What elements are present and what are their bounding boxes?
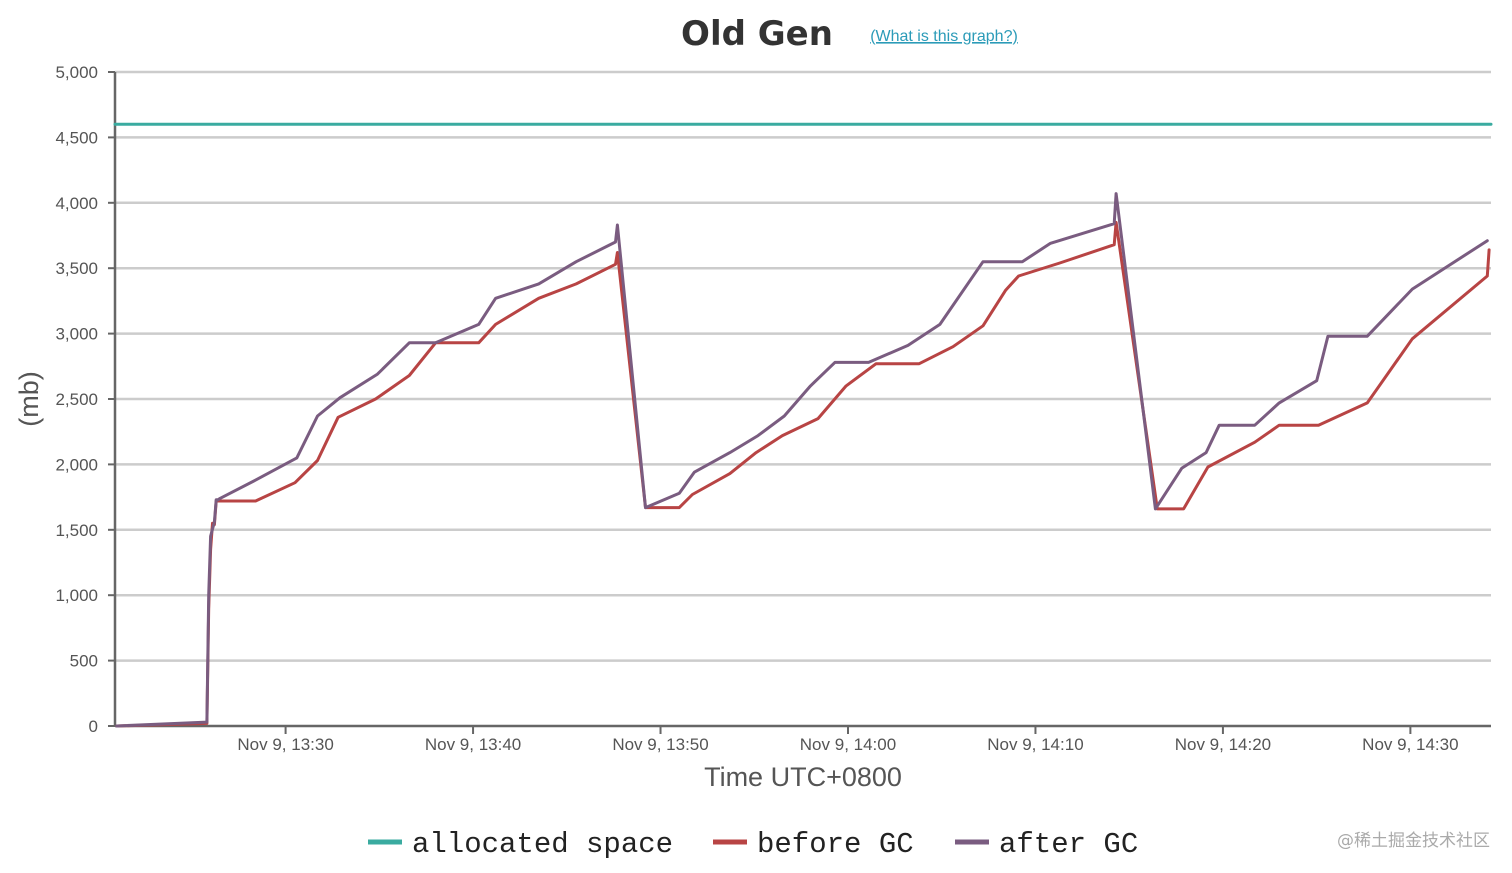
- x-tick-label: Nov 9, 13:40: [425, 735, 521, 754]
- y-axis-title: (mb): [14, 371, 44, 427]
- x-tick-label: Nov 9, 14:10: [987, 735, 1083, 754]
- y-tick-label: 4,000: [55, 194, 98, 213]
- y-tick-label: 1,500: [55, 521, 98, 540]
- watermark: @稀土掘金技术社区: [1337, 831, 1490, 851]
- legend: allocated space before GC after GC: [368, 828, 1138, 861]
- y-tick-label: 3,500: [55, 259, 98, 278]
- series-line-before-gc: [115, 220, 1491, 728]
- chart-title: Old Gen: [681, 14, 833, 54]
- legend-label-allocated-space: allocated space: [412, 828, 673, 861]
- x-tick-label: Nov 9, 13:30: [237, 735, 333, 754]
- x-axis-ticks: Nov 9, 13:30 Nov 9, 13:40 Nov 9, 13:50 Nov …: [237, 726, 1459, 754]
- y-tick-label: 2,500: [55, 390, 98, 409]
- series-line-after-gc: [115, 192, 1489, 728]
- what-is-this-graph-link[interactable]: (What is this graph?): [870, 28, 1018, 45]
- y-tick-label: 500: [70, 652, 98, 671]
- x-tick-label: Nov 9, 14:20: [1175, 735, 1271, 754]
- x-tick-label: Nov 9, 14:00: [800, 735, 896, 754]
- x-axis-title: Time UTC+0800: [704, 762, 902, 792]
- series-lines: [113, 122, 1493, 728]
- legend-label-after-gc: after GC: [999, 828, 1138, 861]
- x-tick-label: Nov 9, 14:30: [1362, 735, 1458, 754]
- grid-lines: [115, 70, 1491, 662]
- y-tick-label: 5,000: [55, 63, 98, 82]
- y-tick-label: 0: [89, 717, 98, 736]
- legend-label-before-gc: before GC: [757, 828, 914, 861]
- x-tick-label: Nov 9, 13:50: [612, 735, 708, 754]
- y-axis-ticks: 0 500 1,000 1,500 2,000 2,500 3,000 3,500 4,000 4…: [55, 63, 115, 736]
- y-tick-label: 2,000: [55, 455, 98, 474]
- y-tick-label: 1,000: [55, 586, 98, 605]
- y-tick-label: 3,000: [55, 325, 98, 344]
- y-tick-label: 4,500: [55, 128, 98, 147]
